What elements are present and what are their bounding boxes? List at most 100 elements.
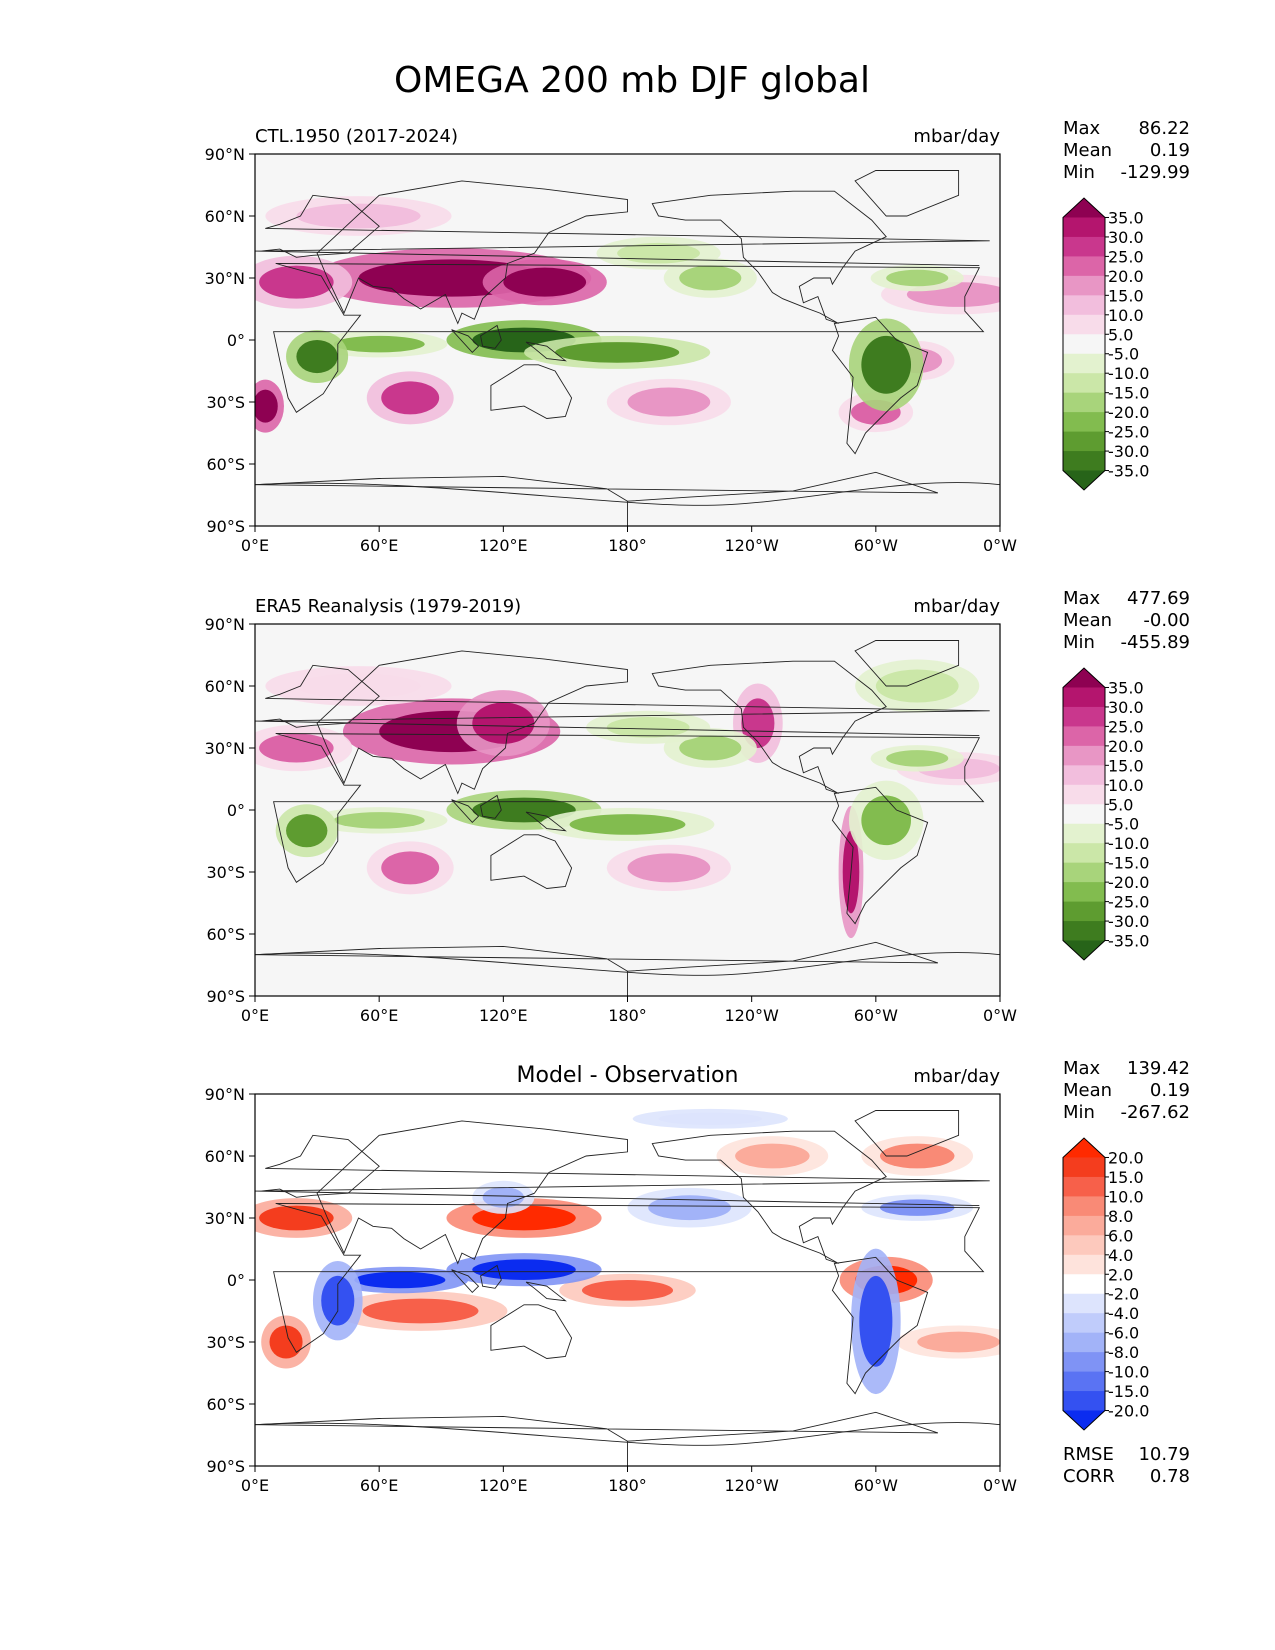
field-blob xyxy=(381,381,440,415)
coastline xyxy=(480,794,502,819)
field-blob xyxy=(269,1325,303,1359)
coastline xyxy=(831,1256,929,1395)
field-blob xyxy=(354,1271,446,1289)
coastline xyxy=(255,664,990,737)
colorbar-segment xyxy=(1063,392,1105,413)
coastline xyxy=(255,941,939,996)
coastlines xyxy=(255,170,1000,526)
colorbar-tick-label: -20.0 xyxy=(1108,873,1149,892)
coastline xyxy=(854,170,960,217)
stat-label: Mean xyxy=(1063,1080,1112,1101)
coastline xyxy=(255,194,990,267)
colorbar-tick-label: 10.0 xyxy=(1108,1187,1144,1206)
stat-value: 86.22 xyxy=(1138,118,1190,139)
colorbar-tick-label: 4.0 xyxy=(1108,1246,1133,1265)
field-blob xyxy=(886,750,949,767)
colorbar-segment xyxy=(1063,1215,1105,1236)
coastline-antarctica xyxy=(255,482,1000,506)
colorbar-segment xyxy=(1063,1176,1105,1197)
stat-value: 139.42 xyxy=(1127,1058,1190,1079)
colorbar-tick-label: 20.0 xyxy=(1108,1148,1144,1167)
coastline xyxy=(255,471,939,526)
coastline xyxy=(651,660,887,794)
lat-tick-label: 60°N xyxy=(205,677,245,696)
coastline xyxy=(316,180,628,325)
field-diff xyxy=(255,1108,1000,1395)
colorbar-tick-label: 20.0 xyxy=(1108,267,1144,286)
panel-model: 90°N 60°N 30°N 0° 30°S 60°S 90°S0°E 60°E 120°E 18… xyxy=(205,118,1190,555)
field-blob xyxy=(296,673,421,699)
colorbar-tick-label: 5.0 xyxy=(1108,325,1133,344)
lat-tick-label: 0° xyxy=(227,331,245,350)
field-blob xyxy=(286,814,328,848)
colorbar-tick-label: -30.0 xyxy=(1108,912,1149,931)
stat-label: Mean xyxy=(1063,140,1112,161)
field-blob xyxy=(472,797,576,823)
colorbar-segment xyxy=(1063,901,1105,922)
panel-units: mbar/day xyxy=(913,596,1000,617)
lat-tick-label: 90°N xyxy=(205,615,245,634)
field-blob xyxy=(333,335,425,353)
colorbar-segment xyxy=(1063,687,1105,708)
coastline xyxy=(316,650,628,795)
colorbar-tick-label: -15.0 xyxy=(1108,854,1149,873)
colorbar-tick-label: -5.0 xyxy=(1108,815,1139,834)
coastline xyxy=(854,640,960,687)
colorbar-segment xyxy=(1063,295,1105,316)
coastline xyxy=(316,1120,628,1265)
panel-obs: 90°N 60°N 30°N 0° 30°S 60°S 90°S0°E 60°E 120°E 18… xyxy=(205,588,1190,1025)
colorbar-tick-label: 25.0 xyxy=(1108,247,1144,266)
colorbar-segment xyxy=(1063,726,1105,747)
colorbar-segment xyxy=(1063,1157,1105,1178)
colorbar-tick-label: 35.0 xyxy=(1108,208,1144,227)
colorbar-tick-label: -8.0 xyxy=(1108,1343,1139,1362)
field-blob xyxy=(472,1259,576,1280)
stat-label: Max xyxy=(1063,118,1101,139)
stat-label: Max xyxy=(1063,1058,1101,1079)
field-blob xyxy=(679,265,742,291)
colorbar-segment xyxy=(1063,823,1105,844)
colorbar-segment xyxy=(1063,275,1105,296)
colorbar: 35.030.025.020.015.010.05.0-5.0-10.0-15.… xyxy=(1062,197,1149,491)
panel-center-title: Model - Observation xyxy=(517,1063,739,1088)
colorbar-tick-label: 20.0 xyxy=(1108,737,1144,756)
colorbar-tick-label: 5.0 xyxy=(1108,795,1133,814)
coastline xyxy=(831,786,929,925)
colorbar-segment xyxy=(1063,784,1105,805)
colorbar-tick-label: 10.0 xyxy=(1108,776,1144,795)
stat-value: 477.69 xyxy=(1127,588,1190,609)
footer-stat-value: 0.78 xyxy=(1150,1466,1190,1487)
lon-tick-label: 60°E xyxy=(360,536,398,555)
colorbar-segment xyxy=(1063,236,1105,257)
colorbar-segment xyxy=(1063,882,1105,903)
field-blob xyxy=(879,1143,955,1169)
colorbar-extend-max xyxy=(1063,198,1105,218)
coastline xyxy=(255,1411,939,1466)
stat-label: Min xyxy=(1063,162,1095,183)
coastline xyxy=(273,733,985,883)
colorbar-segment xyxy=(1063,1332,1105,1353)
colorbar-segment xyxy=(1063,804,1105,825)
colorbar-segment xyxy=(1063,451,1105,472)
colorbar-extend-min xyxy=(1063,470,1105,490)
field-blob xyxy=(606,717,690,738)
lon-tick-label: 120°W xyxy=(724,536,779,555)
field-blob xyxy=(569,814,686,835)
colorbar-segment xyxy=(1063,314,1105,335)
colorbar-segment xyxy=(1063,745,1105,766)
stat-label: Min xyxy=(1063,632,1095,653)
lat-tick-label: 30°N xyxy=(205,739,245,758)
colorbar-segment xyxy=(1063,862,1105,883)
lat-tick-label: 90°S xyxy=(206,517,245,536)
coastline xyxy=(651,190,887,324)
stat-value: -129.99 xyxy=(1121,162,1190,183)
coastline xyxy=(525,1281,567,1302)
colorbar-tick-label: 35.0 xyxy=(1108,678,1144,697)
lon-tick-label: 120°W xyxy=(724,1006,779,1025)
colorbar-tick-label: -20.0 xyxy=(1108,403,1149,422)
lon-tick-label: 180° xyxy=(608,1476,647,1495)
colorbar: 35.030.025.020.015.010.05.0-5.0-10.0-15.… xyxy=(1062,667,1149,961)
lon-tick-label: 0°E xyxy=(241,1006,269,1025)
coastline xyxy=(480,1264,502,1289)
lon-tick-label: 180° xyxy=(608,1006,647,1025)
